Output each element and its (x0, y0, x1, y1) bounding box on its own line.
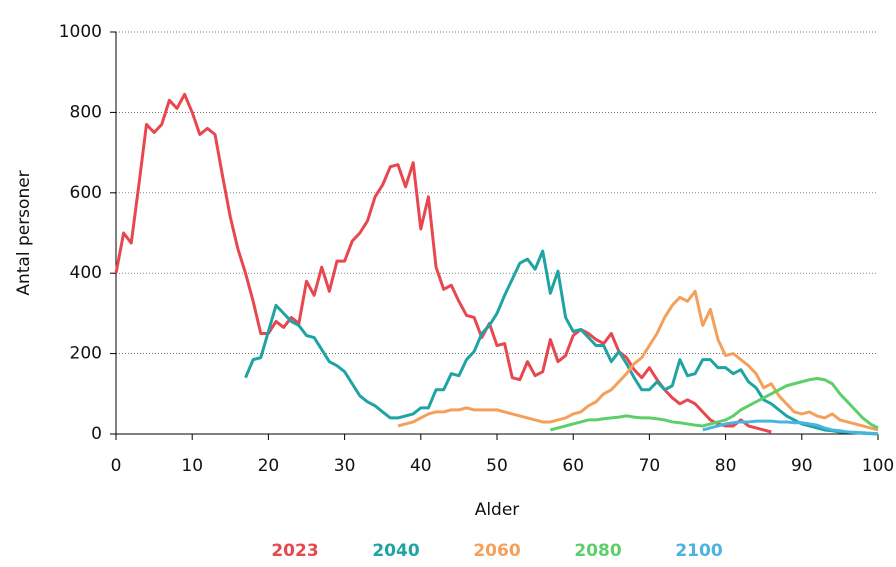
legend-label: 2100 (675, 541, 722, 561)
y-tick-label: 200 (70, 344, 102, 364)
x-tick-label: 80 (715, 456, 737, 476)
x-tick-label: 70 (639, 456, 661, 476)
x-tick-label: 0 (111, 456, 122, 476)
x-tick-label: 20 (258, 456, 280, 476)
series-line (244, 249, 879, 436)
x-tick-label: 40 (410, 456, 432, 476)
series-line (702, 419, 879, 436)
series-line (549, 377, 879, 432)
y-tick-label: 600 (70, 183, 102, 203)
y-tick-label: 400 (70, 263, 102, 283)
y-tick-label: 800 (70, 102, 102, 122)
legend-label: 2040 (372, 541, 419, 561)
x-tick-label: 50 (486, 456, 508, 476)
series-line (397, 289, 879, 432)
x-tick-label: 100 (862, 456, 894, 476)
x-axis-label: Alder (475, 500, 520, 520)
x-tick-label: 60 (562, 456, 584, 476)
x-tick-label: 10 (181, 456, 203, 476)
legend-label: 2060 (473, 541, 520, 561)
x-tick-label: 30 (334, 456, 356, 476)
x-tick-label: 90 (791, 456, 813, 476)
y-tick-label: 1000 (59, 22, 102, 42)
legend-label: 2080 (574, 541, 621, 561)
y-tick-label: 0 (91, 424, 102, 444)
legend-label: 2023 (271, 541, 318, 561)
y-axis-label: Antal personer (14, 170, 34, 295)
